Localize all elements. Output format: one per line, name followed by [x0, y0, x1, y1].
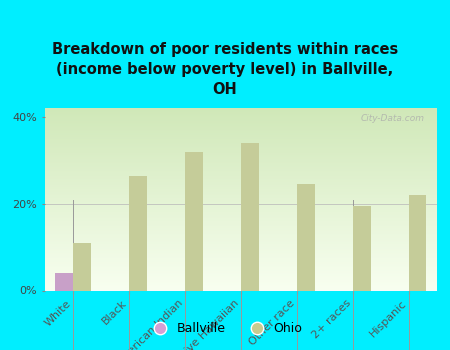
Text: City-Data.com: City-Data.com — [361, 114, 425, 123]
Bar — [73, 243, 91, 290]
Bar — [129, 176, 147, 290]
Bar — [409, 195, 427, 290]
Bar — [353, 206, 370, 290]
Bar — [55, 273, 73, 290]
Bar — [297, 184, 315, 290]
Legend: Ballville, Ohio: Ballville, Ohio — [143, 317, 307, 340]
Bar — [185, 152, 202, 290]
Bar — [241, 143, 259, 290]
Text: Breakdown of poor residents within races
(income below poverty level) in Ballvil: Breakdown of poor residents within races… — [52, 42, 398, 97]
